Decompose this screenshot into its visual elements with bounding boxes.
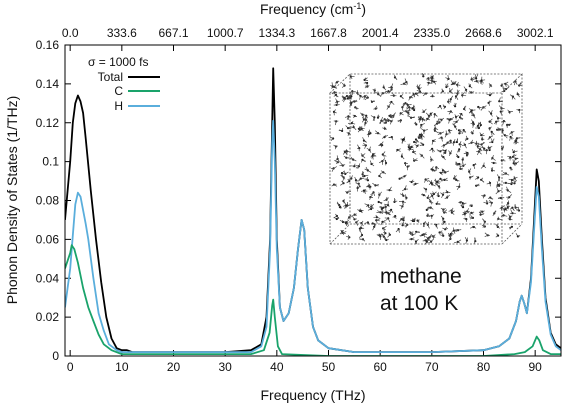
top-tick-label: 2001.4 <box>362 26 399 40</box>
y-tick-label: 0.02 <box>36 310 60 324</box>
x-tick-label: 90 <box>528 360 542 374</box>
x-tick-label: 60 <box>373 360 387 374</box>
y-tick-label: 0.16 <box>36 38 60 52</box>
annotation-line-1: methane <box>380 265 462 288</box>
y-tick-label: 0.08 <box>36 194 60 208</box>
x-tick-label: 10 <box>115 360 129 374</box>
legend-label-total: Total <box>98 70 123 84</box>
x-axis-title: Frequency (THz) <box>260 387 365 403</box>
top-tick-label: 1334.3 <box>258 26 295 40</box>
top-tick-label: 3002.1 <box>517 26 554 40</box>
x-tick-label: 30 <box>218 360 232 374</box>
simulation-box-image <box>326 69 526 253</box>
x-tick-label: 50 <box>322 360 336 374</box>
top-tick-label: 2668.6 <box>465 26 502 40</box>
top-axis-title: Frequency (cm-1) <box>260 1 366 17</box>
top-tick-label: 0.0 <box>62 26 79 40</box>
x-tick-label: 80 <box>477 360 491 374</box>
top-tick-label: 667.1 <box>158 26 188 40</box>
x-tick-label: 0 <box>67 360 74 374</box>
x-tick-label: 20 <box>167 360 181 374</box>
y-tick-label: 0.1 <box>42 155 59 169</box>
top-tick-label: 333.6 <box>107 26 137 40</box>
top-tick-label: 2335.0 <box>413 26 450 40</box>
legend-title: σ = 1000 fs <box>88 55 148 69</box>
top-tick-label: 1000.7 <box>207 26 244 40</box>
y-tick-label: 0 <box>52 349 59 363</box>
y-axis-title: Phonon Density of States (1/THz) <box>4 96 20 305</box>
x-tick-label: 40 <box>270 360 284 374</box>
y-tick-label: 0.14 <box>36 77 60 91</box>
series-line-c <box>65 245 561 356</box>
y-tick-label: 0.12 <box>36 116 60 130</box>
legend-label-h: H <box>114 99 123 113</box>
top-tick-label: 1667.8 <box>310 26 347 40</box>
x-tick-label: 70 <box>425 360 439 374</box>
legend-label-c: C <box>114 84 123 98</box>
annotation-line-2: at 100 K <box>380 292 458 315</box>
y-tick-label: 0.06 <box>36 232 60 246</box>
y-tick-label: 0.04 <box>36 271 60 285</box>
legend: σ = 1000 fs Total C H <box>88 55 160 113</box>
